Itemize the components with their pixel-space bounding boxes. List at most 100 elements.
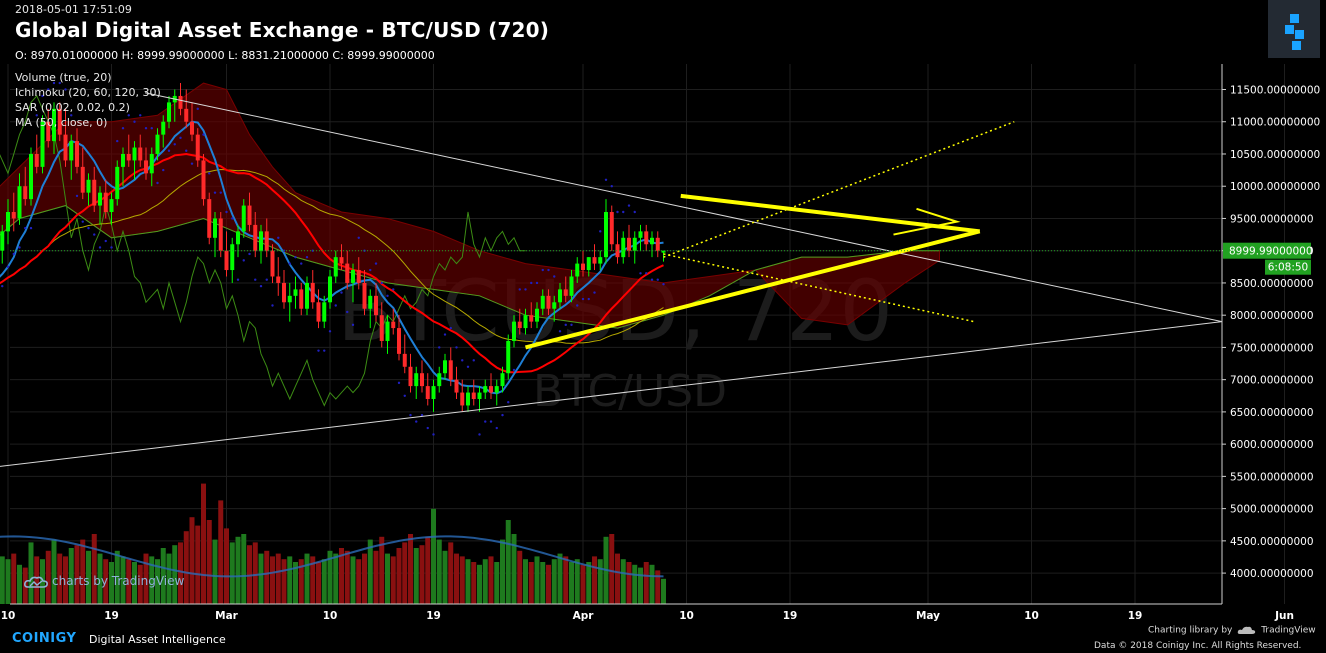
- candle-body[interactable]: [431, 386, 436, 400]
- candle-body[interactable]: [207, 199, 212, 238]
- candle-body[interactable]: [236, 231, 240, 245]
- candle-body[interactable]: [402, 353, 407, 367]
- candle-body[interactable]: [52, 108, 56, 142]
- candle-body[interactable]: [282, 282, 286, 303]
- candle-body[interactable]: [546, 295, 551, 309]
- candle-body[interactable]: [661, 250, 666, 253]
- candle-body[interactable]: [356, 270, 361, 283]
- candle-body[interactable]: [305, 282, 309, 309]
- support-trendline[interactable]: [0, 321, 1223, 477]
- candle-body[interactable]: [494, 386, 499, 393]
- candle-body[interactable]: [500, 373, 505, 387]
- candle-body[interactable]: [138, 147, 143, 161]
- candle-body[interactable]: [213, 218, 217, 238]
- candle-body[interactable]: [397, 328, 401, 354]
- candle-body[interactable]: [448, 360, 453, 380]
- candle-body[interactable]: [569, 276, 574, 296]
- candle-body[interactable]: [627, 237, 631, 251]
- candle-body[interactable]: [218, 218, 223, 251]
- candle-body[interactable]: [655, 237, 660, 251]
- candle-body[interactable]: [190, 121, 194, 135]
- candle-body[interactable]: [535, 308, 539, 322]
- candle-body[interactable]: [109, 199, 114, 213]
- candle-body[interactable]: [46, 121, 51, 142]
- candle-body[interactable]: [224, 250, 229, 271]
- candle-body[interactable]: [506, 340, 511, 374]
- candle-body[interactable]: [374, 295, 378, 316]
- candle-body[interactable]: [437, 373, 442, 387]
- candle-body[interactable]: [115, 166, 120, 200]
- candle-body[interactable]: [299, 289, 304, 309]
- candle-body[interactable]: [264, 231, 269, 251]
- candle-body[interactable]: [80, 166, 85, 193]
- candle-body[interactable]: [466, 392, 470, 406]
- candle-body[interactable]: [586, 257, 591, 271]
- candle-body[interactable]: [408, 366, 413, 387]
- candle-body[interactable]: [414, 373, 419, 387]
- candle-body[interactable]: [287, 295, 292, 303]
- candle-body[interactable]: [98, 192, 102, 206]
- indicator-sar-label[interactable]: SAR (0.02, 0.02, 0.2): [15, 101, 130, 114]
- candle-body[interactable]: [34, 153, 39, 167]
- candle-body[interactable]: [0, 231, 5, 251]
- indicator-volume-label[interactable]: Volume (true, 20): [15, 71, 112, 84]
- candle-body[interactable]: [86, 179, 91, 193]
- footer-charting-credit[interactable]: Charting library by TradingView: [1148, 625, 1316, 636]
- candle-body[interactable]: [598, 257, 603, 264]
- candle-body[interactable]: [575, 263, 580, 277]
- candle-body[interactable]: [92, 179, 97, 206]
- candle-body[interactable]: [638, 231, 643, 238]
- candle-body[interactable]: [581, 263, 585, 271]
- candle-body[interactable]: [333, 257, 338, 277]
- candle-body[interactable]: [529, 315, 534, 322]
- candle-body[interactable]: [293, 289, 298, 296]
- candle-body[interactable]: [195, 134, 200, 161]
- candle-body[interactable]: [489, 386, 493, 393]
- candle-body[interactable]: [443, 360, 447, 374]
- candle-body[interactable]: [471, 392, 476, 400]
- candle-body[interactable]: [149, 153, 154, 174]
- candle-body[interactable]: [483, 386, 488, 393]
- candle-body[interactable]: [563, 289, 568, 296]
- candle-body[interactable]: [184, 108, 189, 122]
- candle-body[interactable]: [201, 160, 206, 200]
- candle-body[interactable]: [592, 257, 597, 264]
- candle-body[interactable]: [420, 373, 424, 387]
- resistance-trendline[interactable]: [144, 92, 1223, 323]
- candle-body[interactable]: [40, 121, 45, 167]
- footer-brand[interactable]: COINIGY: [12, 631, 77, 646]
- candle-body[interactable]: [385, 321, 390, 341]
- candle-body[interactable]: [316, 302, 321, 322]
- candle-body[interactable]: [270, 250, 275, 277]
- candle-body[interactable]: [57, 108, 62, 135]
- candle-body[interactable]: [17, 186, 22, 219]
- candle-body[interactable]: [368, 295, 373, 309]
- candle-body[interactable]: [276, 276, 281, 283]
- candle-body[interactable]: [247, 205, 252, 225]
- candle-body[interactable]: [29, 153, 33, 200]
- candle-body[interactable]: [512, 321, 516, 341]
- candle-body[interactable]: [460, 392, 465, 406]
- candle-body[interactable]: [517, 321, 522, 329]
- candle-body[interactable]: [253, 224, 258, 251]
- candle-body[interactable]: [230, 244, 235, 271]
- pennant-upper-line[interactable]: [680, 193, 980, 234]
- candle-body[interactable]: [6, 212, 10, 232]
- candle-body[interactable]: [121, 153, 125, 167]
- candle-body[interactable]: [391, 321, 396, 329]
- candle-body[interactable]: [322, 302, 327, 322]
- candle-body[interactable]: [339, 257, 344, 264]
- candle-body[interactable]: [103, 192, 108, 213]
- candle-body[interactable]: [259, 231, 263, 251]
- candle-body[interactable]: [23, 186, 28, 200]
- candle-body[interactable]: [425, 386, 430, 400]
- candle-body[interactable]: [11, 212, 16, 219]
- candle-body[interactable]: [523, 315, 528, 329]
- candle-body[interactable]: [454, 379, 459, 393]
- candle-body[interactable]: [552, 302, 557, 309]
- candle-body[interactable]: [310, 282, 315, 303]
- candle-body[interactable]: [604, 212, 608, 258]
- tradingview-watermark-logo[interactable]: charts by TradingView: [24, 574, 184, 589]
- candle-body[interactable]: [178, 95, 183, 109]
